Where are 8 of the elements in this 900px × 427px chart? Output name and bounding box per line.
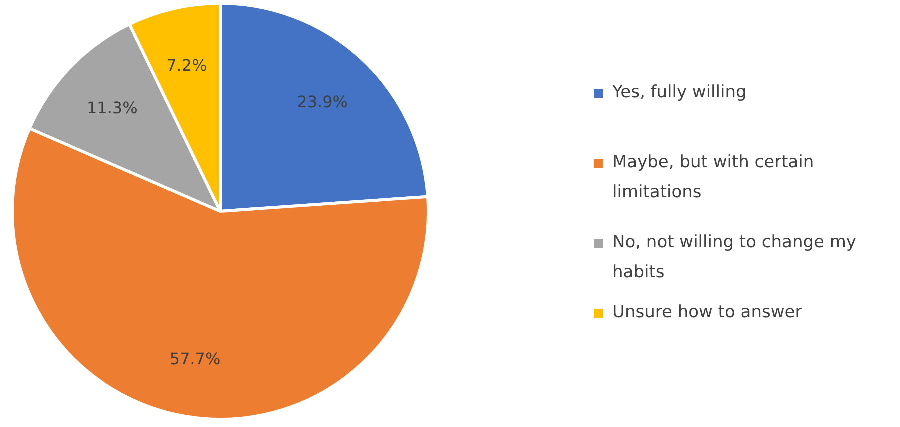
data-label: 57.7% (170, 350, 221, 369)
data-label: 7.2% (166, 56, 208, 76)
data-label: 11.3% (86, 98, 138, 118)
legend-label: Maybe, but with certain limitations (612, 152, 814, 202)
legend-label: No, not willing to change my habits (612, 232, 856, 282)
legend-label: Yes, fully willing (612, 82, 747, 102)
data-label: 23.9% (297, 92, 348, 112)
legend-label: Unsure how to answer (612, 302, 802, 322)
